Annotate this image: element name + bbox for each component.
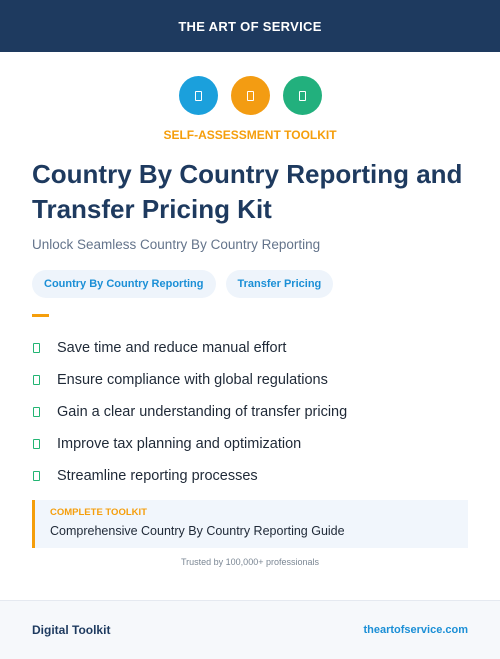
check-icon [33, 343, 40, 353]
document-icon [230, 76, 270, 115]
check-icon [33, 407, 40, 417]
benefit-item: Ensure compliance with global regulation… [32, 364, 347, 396]
benefit-item: Save time and reduce manual effort [32, 332, 347, 364]
card-text: Comprehensive Country By Country Reporti… [50, 524, 345, 538]
accent-divider [32, 314, 49, 317]
trusted-note: Trusted by 100,000+ professionals [180, 557, 319, 567]
benefit-list: Save time and reduce manual effort Ensur… [32, 332, 347, 492]
toolkit-card: COMPLETE TOOLKIT Comprehensive Country B… [32, 500, 468, 548]
benefit-text: Streamline reporting processes [57, 468, 258, 484]
toolkit-eyebrow: SELF-ASSESSMENT TOOLKIT [163, 128, 337, 142]
check-icon [33, 375, 40, 385]
document-icon [178, 76, 218, 115]
brand-title: THE ART OF SERVICE [178, 18, 322, 34]
benefit-text: Gain a clear understanding of transfer p… [57, 404, 348, 420]
card-eyebrow: COMPLETE TOOLKIT [50, 507, 147, 518]
icon-row [0, 76, 500, 115]
check-icon [33, 439, 40, 449]
tag-list: Country By Country Reporting Transfer Pr… [32, 270, 334, 298]
website-link[interactable]: theartofservice.com [363, 624, 468, 636]
page-title: Country By Country Reporting and Transfe… [32, 159, 463, 224]
benefit-text: Improve tax planning and optimization [57, 436, 302, 452]
check-icon [33, 471, 40, 481]
footer-bar: Digital Toolkit theartofservice.com [0, 600, 500, 659]
tag-transfer-pricing: Transfer Pricing [225, 270, 334, 298]
benefit-text: Save time and reduce manual effort [57, 340, 287, 356]
header-bar: THE ART OF SERVICE [0, 0, 500, 52]
benefit-item: Improve tax planning and optimization [32, 428, 347, 460]
benefit-item: Gain a clear understanding of transfer p… [32, 396, 347, 428]
benefit-text: Ensure compliance with global regulation… [57, 372, 328, 388]
benefit-item: Streamline reporting processes [32, 460, 347, 492]
tag-country-by-country-reporting: Country By Country Reporting [32, 270, 216, 298]
page-subtitle: Unlock Seamless Country By Country Repor… [32, 237, 321, 252]
document-icon [282, 76, 322, 115]
footer-label: Digital Toolkit [32, 623, 111, 637]
